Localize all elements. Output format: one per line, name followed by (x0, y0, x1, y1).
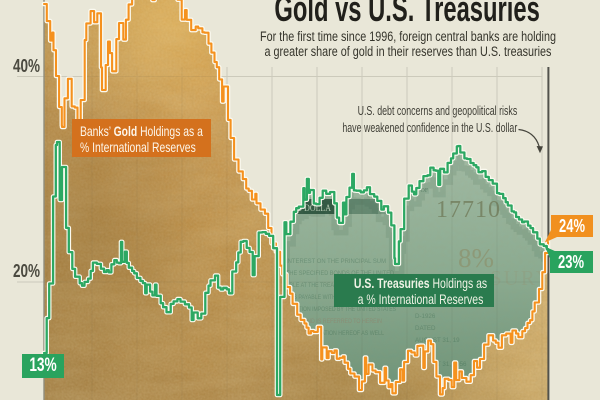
svg-text:THIS BOND IS REFERRED TO HEREI: THIS BOND IS REFERRED TO HEREIN (286, 318, 382, 325)
svg-text:THE SPECIFIED BONDS OF THE UNI: THE SPECIFIED BONDS OF THE UNITED (286, 270, 394, 277)
svg-text:D-1926: D-1926 (415, 313, 436, 320)
svg-text:AUGUST 31, 1956: AUGUST 31, 1956 (415, 361, 467, 368)
svg-text:AUGUST 31, 19: AUGUST 31, 19 (415, 337, 460, 344)
svg-text:17710: 17710 (436, 197, 501, 223)
svg-text:AND APPRECIATION HEREOF AS WEL: AND APPRECIATION HEREOF AS WELL (286, 330, 384, 337)
svg-text:SURY: SURY (490, 266, 553, 290)
svg-text:8%: 8% (458, 243, 494, 273)
svg-text:DATED: DATED (415, 325, 436, 332)
svg-text:INTEREST ON THE PRINCIPAL SUM: INTEREST ON THE PRINCIPAL SUM (286, 258, 386, 265)
svg-text:TAXATION IMPOSED BY THE UNITED: TAXATION IMPOSED BY THE UNITED STATES (286, 306, 396, 313)
svg-text:AND DOLLA: AND DOLLA (285, 203, 331, 213)
